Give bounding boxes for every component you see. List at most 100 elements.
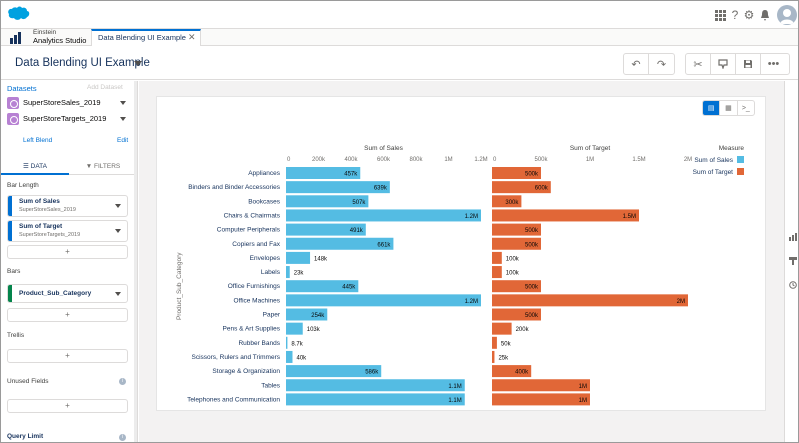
- tab-data-label: DATA: [30, 163, 47, 170]
- bar: [286, 294, 481, 307]
- add-measure-button[interactable]: +: [7, 245, 128, 259]
- undo-icon[interactable]: ↶: [624, 54, 649, 74]
- category-label: Scissors, Rulers and Trimmers: [192, 354, 281, 361]
- bar: [492, 379, 590, 392]
- data-label: 639k: [374, 186, 388, 192]
- data-label: 491k: [350, 228, 364, 234]
- add-trellis-button[interactable]: +: [7, 349, 128, 363]
- dataset-name: SuperStoreSales_2019: [23, 98, 101, 107]
- category-label: Storage & Organization: [212, 368, 280, 375]
- data-label: 25k: [498, 355, 509, 361]
- setup-gear-icon[interactable]: ⚙: [743, 8, 755, 22]
- category-label: Telephones and Communication: [187, 396, 280, 403]
- chart-view-toggle: ▤ ▦ >_: [702, 100, 755, 116]
- dimension-name: Product_Sub_Category: [19, 290, 92, 297]
- legend-title: Measure: [719, 145, 745, 152]
- panel-tabs: ☰ DATA ▼ FILTERS: [1, 160, 137, 175]
- measure-pill-sales[interactable]: Sum of Sales SuperStoreSales_2019: [7, 195, 128, 217]
- bar: [286, 209, 481, 222]
- help-icon[interactable]: ?: [731, 8, 739, 22]
- user-avatar[interactable]: [777, 5, 797, 25]
- tab-data[interactable]: ☰ DATA: [1, 160, 69, 175]
- category-label: Tables: [261, 382, 281, 389]
- tick-label: 200k: [312, 157, 326, 163]
- tick-label: 600k: [377, 157, 391, 163]
- info-icon[interactable]: i: [119, 434, 126, 441]
- tick-label: 800k: [409, 157, 423, 163]
- dimension-pill-bars[interactable]: Product_Sub_Category: [7, 284, 128, 303]
- left-blend-link[interactable]: Left Blend: [23, 137, 53, 144]
- chevron-down-icon[interactable]: [120, 101, 126, 105]
- data-label: 100k: [506, 271, 520, 277]
- category-label: Pens & Art Supplies: [223, 326, 281, 333]
- category-label: Labels: [261, 269, 281, 276]
- unused-fields-heading: Unused Fields: [7, 378, 49, 385]
- apps-grid-icon[interactable]: [712, 7, 728, 23]
- bar: [492, 350, 495, 363]
- add-unused-field-button[interactable]: +: [7, 399, 128, 413]
- dashboard-title: Data Blending UI Example: [15, 57, 150, 69]
- global-header: ? ⚙: [1, 1, 798, 29]
- tab-data-blending[interactable]: Data Blending UI Example ✕: [91, 29, 201, 46]
- chevron-down-icon[interactable]: [115, 204, 121, 208]
- bar: [286, 308, 328, 321]
- title-menu-chevron-icon[interactable]: [134, 61, 142, 66]
- format-paint-icon[interactable]: [789, 257, 797, 265]
- bar: [492, 167, 541, 179]
- trellis-heading: Trellis: [7, 332, 25, 339]
- data-label: 2M: [677, 299, 685, 305]
- chevron-down-icon[interactable]: [115, 229, 121, 233]
- category-label: Office Furnishings: [228, 283, 281, 290]
- more-actions-icon[interactable]: •••: [767, 58, 780, 70]
- bar: [286, 322, 303, 335]
- bar: [286, 350, 293, 363]
- bar: [492, 237, 541, 250]
- bar: [492, 209, 639, 222]
- bar: [286, 379, 465, 392]
- add-dataset-link[interactable]: Add Dataset: [87, 84, 123, 91]
- data-label: 500k: [525, 172, 539, 178]
- tab-filters[interactable]: ▼ FILTERS: [85, 163, 121, 170]
- analytics-bar-icon: [10, 32, 21, 44]
- data-label: 1.2M: [465, 214, 478, 220]
- bar: [492, 195, 522, 208]
- notifications-bell-icon[interactable]: [757, 7, 773, 23]
- clip-icon[interactable]: [711, 54, 736, 74]
- info-icon[interactable]: i: [119, 378, 126, 385]
- chart-view-icon[interactable]: ▤: [703, 101, 721, 115]
- save-icon[interactable]: [736, 54, 761, 74]
- bar: [286, 223, 366, 236]
- chevron-down-icon[interactable]: [120, 117, 126, 121]
- legend-label: Sum of Target: [693, 169, 734, 176]
- measure-pill-target[interactable]: Sum of Target SuperStoreTargets_2019: [7, 220, 128, 242]
- saql-query-icon[interactable]: >_: [741, 104, 750, 112]
- dataset-name: SuperStoreTargets_2019: [23, 114, 107, 123]
- bar: [492, 393, 590, 406]
- data-label: 50k: [501, 341, 512, 347]
- bar: [492, 294, 688, 307]
- add-bars-button[interactable]: +: [7, 308, 128, 322]
- redo-icon[interactable]: ↷: [656, 58, 667, 71]
- action-buttons-group: ✂ •••: [685, 53, 790, 75]
- chart-properties-icon[interactable]: [789, 233, 797, 241]
- data-label: 500k: [525, 228, 539, 234]
- left-panel-scrollbar[interactable]: [134, 81, 137, 442]
- chevron-down-icon[interactable]: [115, 292, 121, 296]
- app-name-line1: Einstein: [33, 29, 57, 36]
- history-icon[interactable]: [789, 281, 797, 289]
- salesforce-cloud-logo[interactable]: [7, 5, 31, 23]
- edit-blend-link[interactable]: Edit: [117, 137, 129, 144]
- close-tab-icon[interactable]: ✕: [188, 32, 196, 42]
- bar: [492, 322, 512, 335]
- app-launcher[interactable]: Einstein Analytics Studio: [7, 29, 87, 46]
- dataset-item[interactable]: SuperStoreTargets_2019: [7, 113, 131, 126]
- data-label: 1.1M: [448, 398, 461, 404]
- y-axis-label: Product_Sub_Category: [176, 252, 183, 320]
- cut-icon[interactable]: ✂: [686, 54, 711, 74]
- bar: [286, 195, 369, 208]
- chart-widget[interactable]: Product_Sub_Category Appliances Binders an…: [156, 96, 766, 411]
- table-view-icon[interactable]: ▦: [720, 101, 738, 115]
- data-label: 200k: [516, 327, 530, 333]
- category-label: Office Machines: [234, 297, 281, 304]
- dataset-item[interactable]: SuperStoreSales_2019: [7, 97, 131, 110]
